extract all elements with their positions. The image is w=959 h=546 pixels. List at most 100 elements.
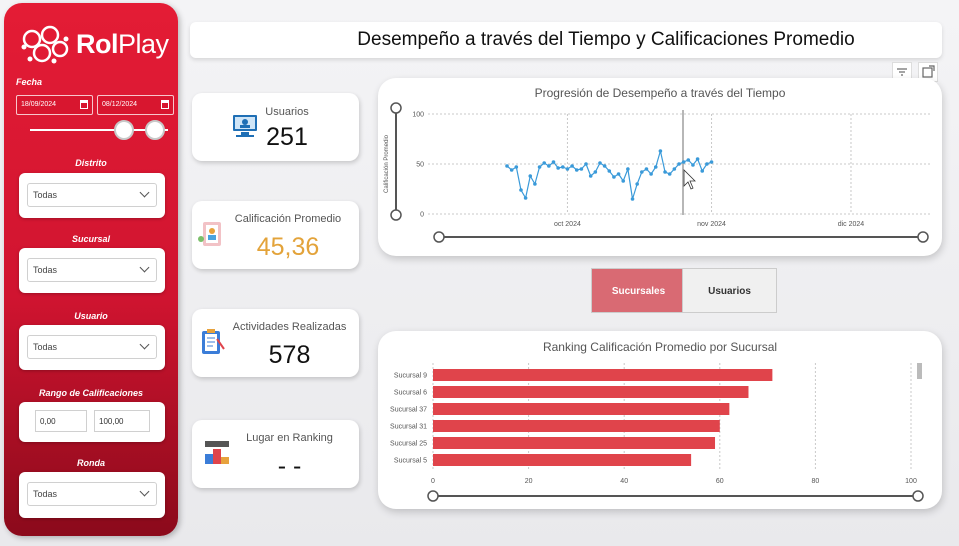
kpi-card-usuarios: Usuarios 251	[192, 93, 359, 161]
data-point	[565, 167, 570, 171]
data-point	[537, 165, 542, 169]
distrito-label: Distrito	[75, 158, 107, 168]
rating-profile-icon	[198, 222, 221, 246]
category-label: Sucursal 9	[394, 373, 427, 380]
chevron-down-icon	[139, 262, 150, 273]
filter-icon[interactable]	[892, 62, 912, 82]
calendar-icon[interactable]	[161, 100, 169, 109]
ronda-dropdown[interactable]: Todas	[27, 482, 157, 506]
usuario-value: Todas	[33, 342, 58, 352]
date-range-slider[interactable]	[30, 129, 168, 131]
y-slider-bottom-handle	[390, 209, 402, 221]
date-filter-label: Fecha	[16, 77, 43, 87]
data-point	[584, 162, 588, 166]
line-chart-title: Progresión de Desempeño a través del Tie…	[534, 86, 786, 100]
ronda-label: Ronda	[77, 458, 105, 468]
kpi-label: Usuarios	[265, 106, 309, 118]
mouse-pointer-icon	[683, 169, 696, 190]
x-tick-label: 80	[812, 478, 820, 485]
data-point	[547, 164, 551, 168]
chevron-down-icon	[139, 339, 150, 350]
data-point	[672, 167, 677, 171]
distrito-dropdown[interactable]: Todas	[27, 183, 157, 207]
data-point	[612, 175, 616, 179]
x-tick-label: 40	[620, 478, 628, 485]
data-point	[640, 170, 644, 174]
date-slider-end-handle[interactable]	[145, 120, 165, 140]
data-point	[681, 160, 686, 164]
data-point	[709, 160, 714, 164]
bar	[433, 369, 773, 381]
rango-max-input[interactable]: 100,00	[94, 410, 150, 432]
data-point	[658, 149, 663, 153]
data-point	[505, 164, 509, 168]
category-label: Sucursal 25	[390, 441, 427, 448]
data-point	[528, 174, 533, 178]
data-point	[626, 167, 630, 171]
usuario-dropdown[interactable]: Todas	[27, 335, 157, 359]
data-point	[635, 182, 639, 186]
bar	[433, 437, 716, 449]
data-point	[705, 162, 709, 166]
data-point	[677, 162, 681, 166]
data-point	[691, 163, 695, 167]
x-slider-end-handle	[917, 231, 929, 243]
bar	[433, 403, 730, 415]
date-to-input[interactable]: 08/12/2024	[97, 95, 174, 115]
distrito-filter-card: Todas	[19, 173, 165, 218]
category-label: Sucursal 5	[394, 458, 427, 465]
molecule-logo-icon	[21, 25, 69, 64]
bar	[433, 386, 749, 398]
kpi-card-actividades: Actividades Realizadas 578	[192, 309, 359, 377]
data-point	[686, 158, 691, 162]
data-point	[509, 168, 514, 172]
data-point	[560, 165, 565, 169]
data-point	[621, 179, 626, 183]
toggle-sucursales-button[interactable]: Sucursales	[591, 268, 686, 313]
data-point	[542, 161, 547, 165]
x-slider-end-handle	[912, 490, 924, 502]
rango-min-input[interactable]: 0,00	[35, 410, 87, 432]
data-point	[602, 164, 607, 168]
chevron-down-icon	[139, 187, 150, 198]
line-chart-svg[interactable]: 0 50 100 oct 2024 nov 2024 dic 2024 Calificaci…	[378, 78, 942, 256]
sucursal-dropdown[interactable]: Todas	[27, 258, 157, 282]
data-point	[556, 166, 560, 170]
bar-chart-svg[interactable]: 0 20 40 60 80 100 Sucursal 9 Sucursal 6 Sucursal…	[378, 331, 942, 509]
x-tick-label: nov 2024	[697, 221, 726, 228]
podium-icon	[205, 441, 229, 464]
chevron-down-icon	[139, 486, 150, 497]
data-point	[551, 160, 556, 164]
usuario-filter-card: Todas	[19, 325, 165, 370]
data-point	[630, 197, 635, 201]
date-slider-start-handle[interactable]	[114, 120, 134, 140]
clipboard-icon	[202, 329, 225, 354]
bar	[433, 420, 720, 432]
data-point	[533, 182, 537, 186]
rango-filter-card: 0,00 100,00	[19, 402, 165, 442]
x-tick-label: oct 2024	[554, 221, 581, 228]
kpi-value: - -	[277, 452, 302, 480]
kpi-label: Actividades Realizadas	[232, 321, 347, 333]
monitor-users-icon	[233, 115, 257, 137]
y-axis-label: Calificación Promedio	[384, 134, 390, 193]
x-tick-label: 60	[716, 478, 724, 485]
kpi-card-calificacion: Calificación Promedio 45,36	[192, 201, 359, 269]
data-point	[519, 188, 523, 192]
data-point	[607, 169, 612, 173]
y-tick-label: 100	[412, 112, 424, 119]
date-from-input[interactable]: 18/09/2024	[16, 95, 93, 115]
x-tick-label: 20	[525, 478, 533, 485]
calendar-icon[interactable]	[80, 100, 88, 109]
data-point	[644, 167, 649, 171]
toggle-usuarios-button[interactable]: Usuarios	[682, 268, 777, 313]
category-label: Sucursal 37	[390, 407, 427, 414]
kpi-label: Calificación Promedio	[234, 213, 342, 225]
data-point	[700, 169, 705, 173]
scrollbar-thumb	[917, 363, 922, 379]
brand-wordmark: RolPlay	[76, 29, 169, 59]
filter-sidebar: RolPlay Fecha 18/09/2024 08/12/2024 Dist…	[4, 3, 178, 536]
date-to-value: 08/12/2024	[102, 101, 138, 108]
data-point	[570, 164, 574, 168]
